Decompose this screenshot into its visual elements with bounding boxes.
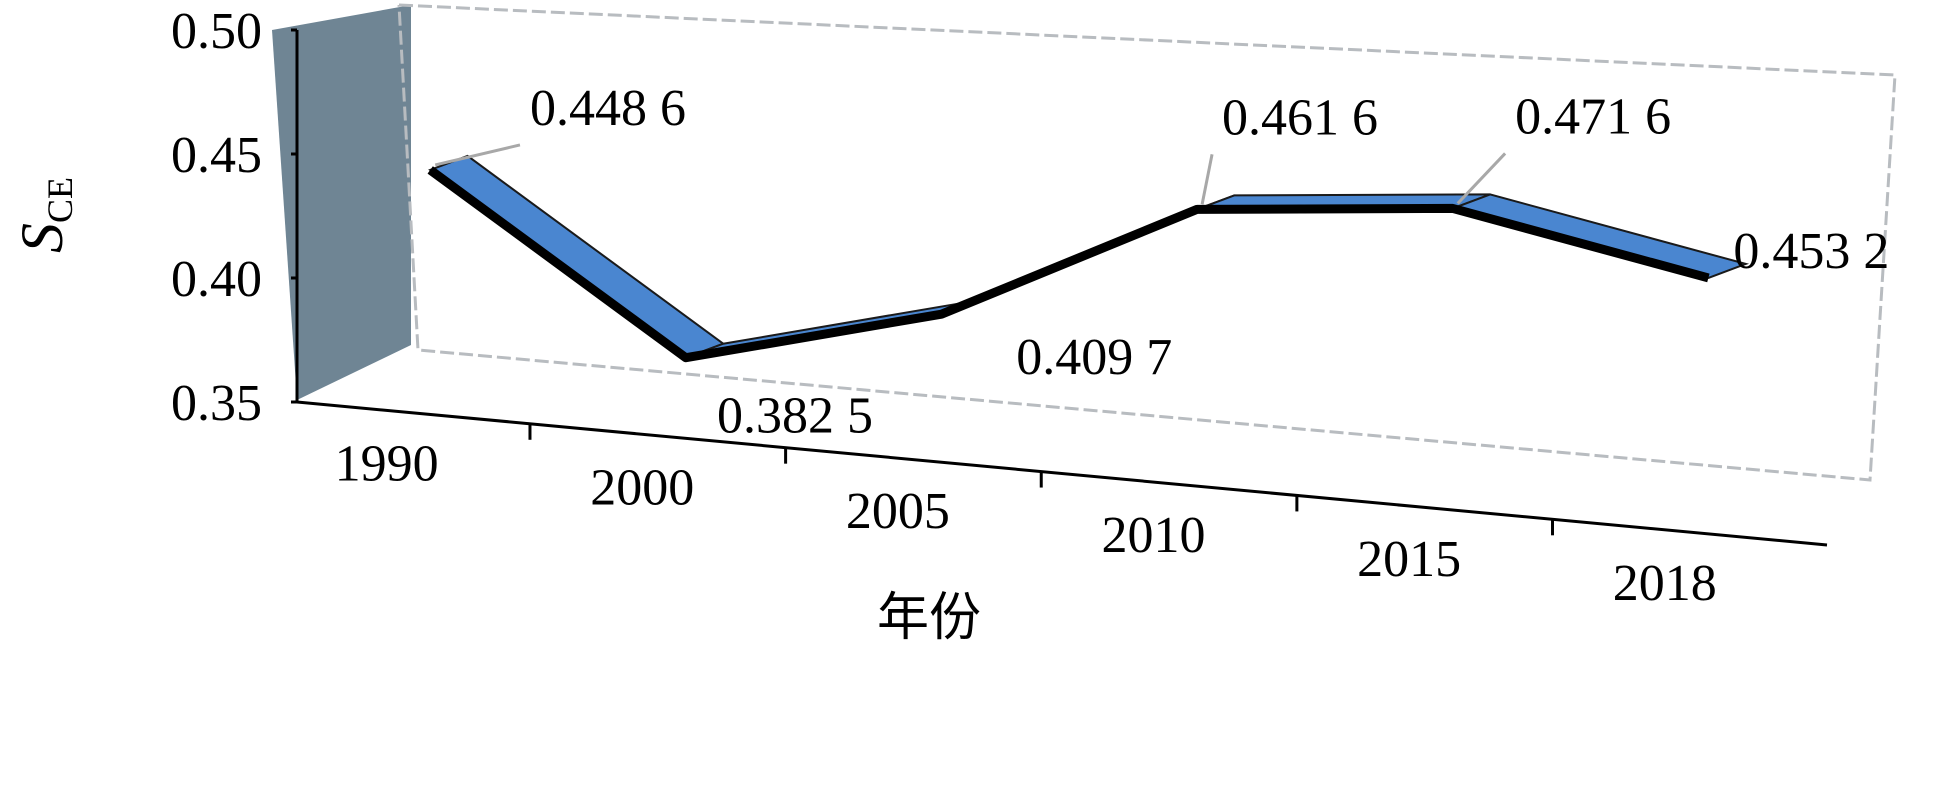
x-tick-label: 2005 — [846, 483, 950, 540]
x-tick-label: 2018 — [1613, 555, 1717, 612]
data-label: 0.382 5 — [717, 388, 873, 445]
data-label: 0.409 7 — [1016, 329, 1172, 386]
y-axis-label-sub: CE — [40, 177, 80, 223]
data-label: 0.453 2 — [1733, 223, 1889, 280]
leader-line — [434, 143, 521, 167]
y-tick-label: 0.45 — [171, 127, 262, 184]
y-tick-label: 0.50 — [171, 3, 262, 60]
data-label: 0.448 6 — [530, 80, 686, 137]
back-plane — [397, 3, 1897, 482]
x-axis — [296, 400, 1828, 547]
data-label: 0.461 6 — [1222, 89, 1378, 146]
x-tick-label: 2000 — [590, 459, 694, 516]
y-tick-label: 0.40 — [171, 251, 262, 308]
side-wall — [272, 5, 411, 400]
y-tick-label: 0.35 — [171, 375, 262, 432]
data-label: 0.471 6 — [1515, 88, 1671, 145]
x-tick-label: 2010 — [1101, 507, 1205, 564]
x-axis-label: 年份 — [877, 590, 981, 647]
leader-line — [1456, 152, 1507, 205]
ribbon-face — [1449, 193, 1750, 279]
line — [427, 166, 1710, 363]
y-axis-label: SCE — [9, 177, 80, 253]
x-tick-label: 2015 — [1357, 531, 1461, 588]
x-tick-label: 1990 — [335, 435, 439, 492]
y-axis-label-main: S — [9, 223, 75, 253]
leader-line — [1200, 154, 1214, 205]
ribbon-face — [428, 154, 726, 359]
